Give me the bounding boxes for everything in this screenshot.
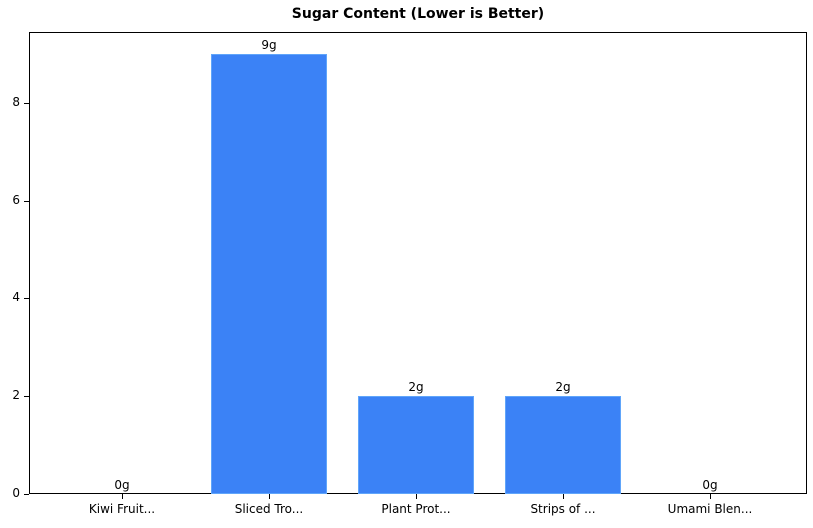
- x-tick: [416, 494, 417, 499]
- y-tick: [24, 200, 29, 202]
- bar-value-label: 0g: [702, 478, 718, 492]
- bar-value-label: 2g: [555, 380, 571, 395]
- x-tick: [563, 494, 564, 499]
- bar: [505, 396, 621, 494]
- x-tick-label: Strips of ...: [530, 502, 596, 516]
- y-tick-label: 4: [12, 290, 20, 305]
- y-tick-label: 6: [12, 192, 20, 207]
- bar: [358, 396, 474, 494]
- bar-value-label: 9g: [261, 38, 277, 52]
- y-tick-label: 8: [12, 94, 20, 109]
- y-tick: [24, 396, 29, 398]
- x-tick: [122, 494, 123, 499]
- x-tick-label: Plant Prot...: [381, 502, 451, 516]
- y-tick-label: 0: [12, 486, 20, 500]
- y-tick: [24, 102, 29, 104]
- bar-value-label: 0g: [114, 478, 130, 492]
- x-tick-label: Umami Blen...: [667, 502, 753, 516]
- bar-value-label: 2g: [408, 380, 424, 395]
- x-tick-label: Kiwi Fruit...: [88, 502, 156, 516]
- x-tick-label: Sliced Tro...: [234, 502, 304, 516]
- bar: [211, 54, 327, 494]
- y-tick-label: 2: [12, 388, 20, 403]
- y-tick: [24, 298, 29, 300]
- x-tick: [710, 494, 711, 499]
- x-tick: [269, 494, 270, 499]
- chart-title: Sugar Content (Lower is Better): [291, 6, 545, 22]
- y-tick: [24, 494, 29, 495]
